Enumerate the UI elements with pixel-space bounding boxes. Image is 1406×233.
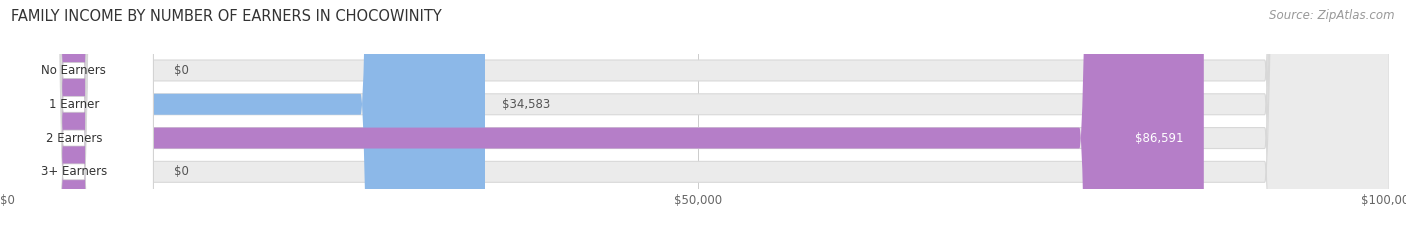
Text: 3+ Earners: 3+ Earners xyxy=(41,165,107,178)
Text: $0: $0 xyxy=(174,64,188,77)
Text: No Earners: No Earners xyxy=(41,64,107,77)
Text: FAMILY INCOME BY NUMBER OF EARNERS IN CHOCOWINITY: FAMILY INCOME BY NUMBER OF EARNERS IN CH… xyxy=(11,9,441,24)
FancyBboxPatch shape xyxy=(7,0,1389,233)
FancyBboxPatch shape xyxy=(7,0,1389,233)
Text: $86,591: $86,591 xyxy=(1135,132,1182,144)
FancyBboxPatch shape xyxy=(7,0,1389,233)
FancyBboxPatch shape xyxy=(0,0,153,233)
FancyBboxPatch shape xyxy=(0,0,153,233)
Text: Source: ZipAtlas.com: Source: ZipAtlas.com xyxy=(1270,9,1395,22)
FancyBboxPatch shape xyxy=(0,0,153,233)
Text: 2 Earners: 2 Earners xyxy=(45,132,103,144)
FancyBboxPatch shape xyxy=(0,0,153,233)
FancyBboxPatch shape xyxy=(7,0,1204,233)
Text: 1 Earner: 1 Earner xyxy=(49,98,98,111)
Text: $0: $0 xyxy=(174,165,188,178)
FancyBboxPatch shape xyxy=(7,0,485,233)
FancyBboxPatch shape xyxy=(7,0,1389,233)
Text: $34,583: $34,583 xyxy=(502,98,550,111)
